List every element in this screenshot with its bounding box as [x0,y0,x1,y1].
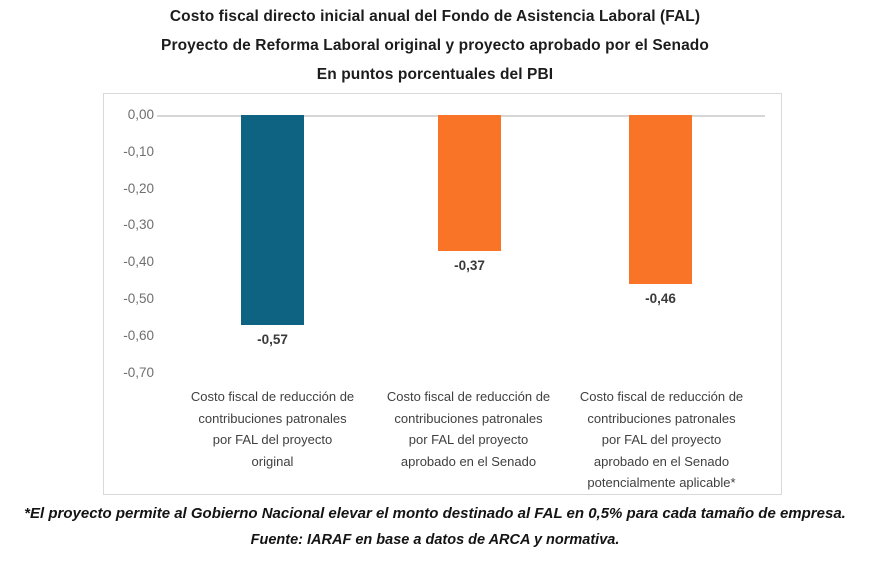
y-axis-tick-label: 0,00 [127,107,154,122]
y-axis-tick-label: -0,40 [123,254,154,269]
bar-group-potencialmente-aplicable: -0,46 [629,115,692,306]
y-axis-tick-label: -0,50 [123,291,154,306]
chart-title-line-3: En puntos porcentuales del PBI [316,66,554,83]
source-note: Fuente: IARAF en base a datos de ARCA y … [250,532,620,548]
bar-value-label: -0,37 [454,258,485,273]
bar [438,115,501,251]
chart-title-line-1: Costo fiscal directo inicial anual del F… [169,8,701,25]
x-axis-category-label: Costo fiscal de reducción de contribucio… [579,389,744,490]
bar-group-aprobado-senado: -0,37 [438,115,501,273]
bar-value-label: -0,57 [257,332,288,347]
y-axis-tick-label: -0,60 [123,328,154,343]
y-axis-tick-label: -0,70 [123,365,154,380]
chart-title-block: Costo fiscal directo inicial anual del F… [0,0,870,89]
y-axis-tick-label: -0,10 [123,144,154,159]
y-axis-tick-label: -0,30 [123,217,154,232]
chart-plot-area: 0,00 -0,10 -0,20 -0,30 -0,40 -0,50 -0,60… [103,93,782,495]
x-axis-category-label: Costo fiscal de reducción de contribucio… [386,389,551,469]
footnote: *El proyecto permite al Gobierno Naciona… [24,505,846,522]
bar-value-label: -0,46 [645,291,676,306]
bar [629,115,692,284]
x-axis-category-label: Costo fiscal de reducción de contribucio… [190,389,355,469]
bar [241,115,304,325]
y-axis-tick-label: -0,20 [123,181,154,196]
bar-group-proyecto-original: -0,57 [241,115,304,347]
chart-title-line-2: Proyecto de Reforma Laboral original y p… [161,37,709,54]
